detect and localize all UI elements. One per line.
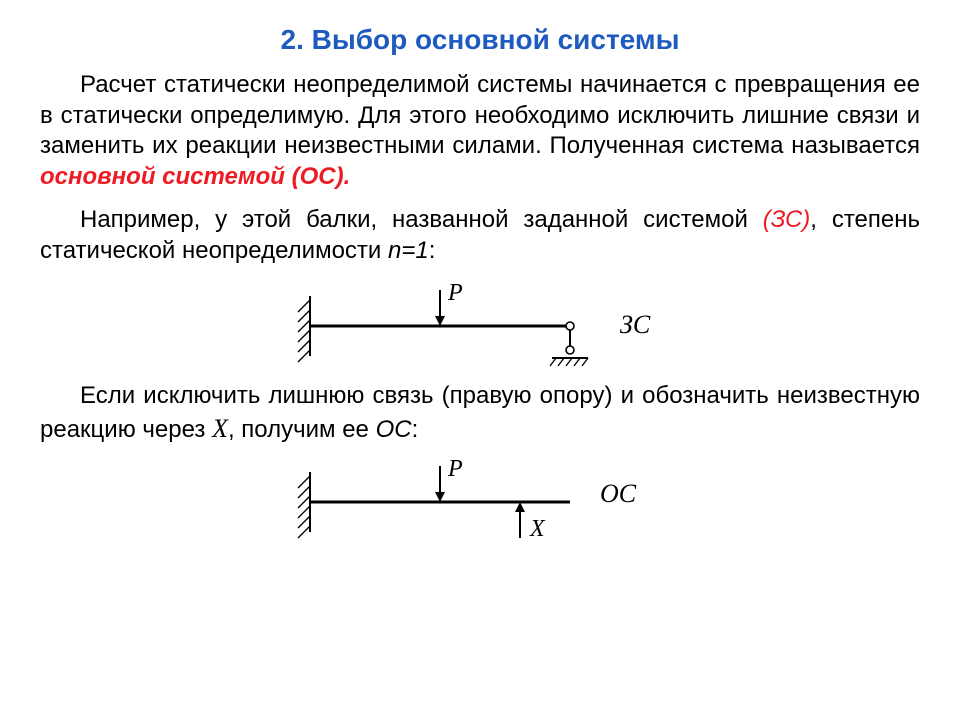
- p3-os: ОС: [376, 416, 412, 443]
- p1-term-os: основной системой (ОС).: [40, 163, 350, 190]
- paragraph-1: Расчет статически неопределимой системы …: [40, 70, 920, 193]
- diagram-zs: P ЗС: [40, 278, 920, 373]
- diagram-os: P X ОС: [40, 458, 920, 553]
- p2-a: Например, у этой балки, названной заданн…: [80, 206, 763, 233]
- p3-x: X: [212, 414, 228, 443]
- p3-c: , получим ее: [228, 416, 376, 443]
- d1-force-label: P: [447, 280, 463, 306]
- p2-n1: n=1: [388, 237, 429, 264]
- section-heading: 2. Выбор основной системы: [40, 24, 920, 56]
- p2-term-zs: (ЗС): [763, 206, 811, 233]
- p1-text: Расчет статически неопределимой системы …: [40, 71, 920, 159]
- p3-e: :: [412, 416, 419, 443]
- paragraph-3: Если исключить лишнюю связь (правую опор…: [40, 381, 920, 445]
- d2-system-label: ОС: [600, 479, 637, 508]
- paragraph-2: Например, у этой балки, названной заданн…: [40, 205, 920, 266]
- d2-force-label: P: [447, 458, 463, 482]
- d1-system-label: ЗС: [620, 310, 651, 339]
- p2-e: :: [429, 237, 436, 264]
- p3-a: Если исключить лишнюю связь (правую опор…: [40, 382, 920, 443]
- d2-reaction-label: X: [529, 516, 546, 542]
